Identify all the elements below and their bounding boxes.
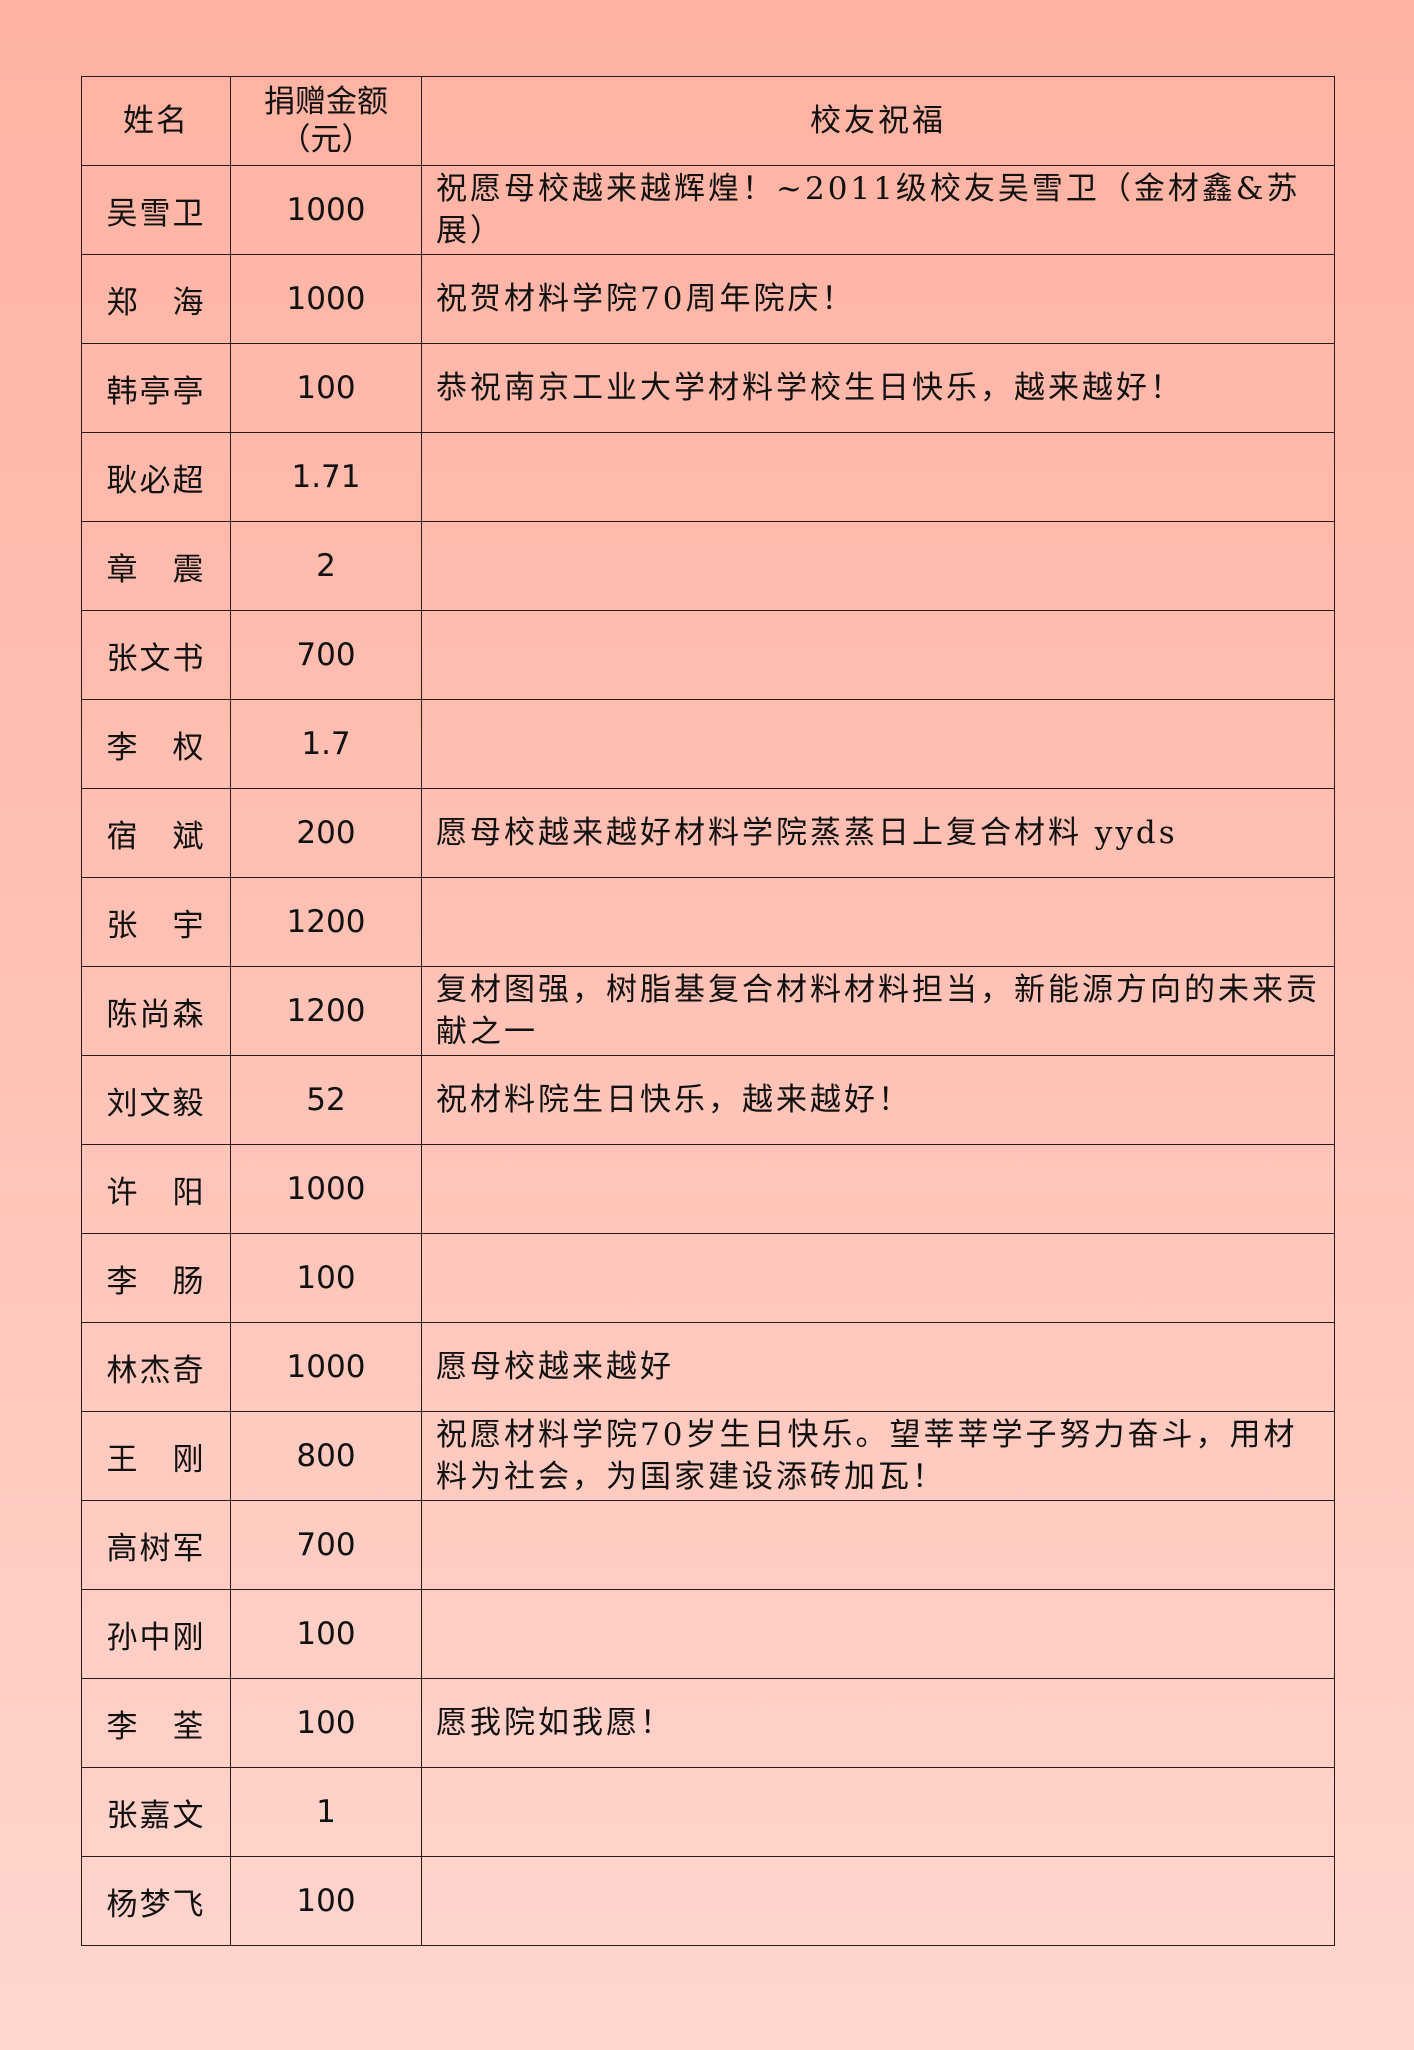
table-row: 张文书 700 [81, 610, 1335, 700]
donation-amount: 100 [230, 1678, 422, 1768]
alumni-blessing [421, 1144, 1335, 1234]
alumni-blessing [421, 521, 1335, 611]
alumni-blessing [421, 699, 1335, 789]
donor-name: 李 荃 [81, 1678, 231, 1768]
table-row: 张嘉文 1 [81, 1767, 1335, 1857]
alumni-blessing: 复材图强，树脂基复合材料材料担当，新能源方向的未来贡献之一 [421, 966, 1335, 1056]
donor-name: 李 肠 [81, 1233, 231, 1323]
donor-name: 李 权 [81, 699, 231, 789]
table-row: 宿 斌 200 愿母校越来越好材料学院蒸蒸日上复合材料 yyds [81, 788, 1335, 878]
table-row: 李 肠 100 [81, 1233, 1335, 1323]
alumni-blessing: 祝材料院生日快乐，越来越好！ [421, 1055, 1335, 1145]
donation-amount: 1000 [230, 1322, 422, 1412]
alumni-blessing [421, 877, 1335, 967]
donation-amount: 200 [230, 788, 422, 878]
donation-amount: 1.71 [230, 432, 422, 522]
donation-amount: 700 [230, 1500, 422, 1590]
alumni-blessing [421, 1856, 1335, 1946]
alumni-blessing [421, 1767, 1335, 1857]
donor-name: 张文书 [81, 610, 231, 700]
table-row: 韩亭亭 100 恭祝南京工业大学材料学校生日快乐，越来越好！ [81, 343, 1335, 433]
table-header-row: 姓名 捐赠金额（元） 校友祝福 [81, 76, 1335, 166]
donation-amount: 100 [230, 1233, 422, 1323]
table-row: 王 刚 800 祝愿材料学院70岁生日快乐。望莘莘学子努力奋斗，用材料为社会，为国家… [81, 1411, 1335, 1501]
donation-amount: 100 [230, 343, 422, 433]
alumni-blessing: 愿我院如我愿！ [421, 1678, 1335, 1768]
alumni-blessing: 祝贺材料学院70周年院庆！ [421, 254, 1335, 344]
donor-name: 宿 斌 [81, 788, 231, 878]
donor-name: 许 阳 [81, 1144, 231, 1234]
table-row: 林杰奇 1000 愿母校越来越好 [81, 1322, 1335, 1412]
donor-name: 刘文毅 [81, 1055, 231, 1145]
donation-amount: 100 [230, 1856, 422, 1946]
donation-amount: 52 [230, 1055, 422, 1145]
table-row: 吴雪卫 1000 祝愿母校越来越辉煌！~2011级校友吴雪卫（金材鑫&苏展） [81, 165, 1335, 255]
donation-amount: 100 [230, 1589, 422, 1679]
table-row: 郑 海 1000 祝贺材料学院70周年院庆！ [81, 254, 1335, 344]
table-row: 张 宇 1200 [81, 877, 1335, 967]
alumni-blessing [421, 1589, 1335, 1679]
table-row: 高树军 700 [81, 1500, 1335, 1590]
donation-amount: 1000 [230, 165, 422, 255]
donor-name: 郑 海 [81, 254, 231, 344]
table-row: 刘文毅 52 祝材料院生日快乐，越来越好！ [81, 1055, 1335, 1145]
donation-amount: 1200 [230, 966, 422, 1056]
alumni-blessing: 愿母校越来越好材料学院蒸蒸日上复合材料 yyds [421, 788, 1335, 878]
donor-name: 张嘉文 [81, 1767, 231, 1857]
alumni-blessing: 恭祝南京工业大学材料学校生日快乐，越来越好！ [421, 343, 1335, 433]
donor-name: 韩亭亭 [81, 343, 231, 433]
alumni-blessing [421, 610, 1335, 700]
table-row: 杨梦飞 100 [81, 1856, 1335, 1946]
donation-amount: 1.7 [230, 699, 422, 789]
alumni-blessing: 祝愿母校越来越辉煌！~2011级校友吴雪卫（金材鑫&苏展） [421, 165, 1335, 255]
header-name: 姓名 [81, 76, 231, 166]
donor-name: 张 宇 [81, 877, 231, 967]
alumni-blessing: 愿母校越来越好 [421, 1322, 1335, 1412]
donation-table: 姓名 捐赠金额（元） 校友祝福 吴雪卫 1000 祝愿母校越来越辉煌！~2011级校… [81, 76, 1335, 1946]
donation-amount: 1 [230, 1767, 422, 1857]
table-row: 耿必超 1.71 [81, 432, 1335, 522]
table-row: 许 阳 1000 [81, 1144, 1335, 1234]
donation-amount: 800 [230, 1411, 422, 1501]
alumni-blessing: 祝愿材料学院70岁生日快乐。望莘莘学子努力奋斗，用材料为社会，为国家建设添砖加瓦… [421, 1411, 1335, 1501]
alumni-blessing [421, 1500, 1335, 1590]
table-row: 孙中刚 100 [81, 1589, 1335, 1679]
donor-name: 杨梦飞 [81, 1856, 231, 1946]
table-row: 李 荃 100 愿我院如我愿！ [81, 1678, 1335, 1768]
donation-amount: 2 [230, 521, 422, 611]
alumni-blessing [421, 1233, 1335, 1323]
donor-name: 孙中刚 [81, 1589, 231, 1679]
table-row: 李 权 1.7 [81, 699, 1335, 789]
donation-amount: 700 [230, 610, 422, 700]
donor-name: 高树军 [81, 1500, 231, 1590]
header-amount: 捐赠金额（元） [230, 76, 422, 166]
header-blessing: 校友祝福 [421, 76, 1335, 166]
donor-name: 陈尚森 [81, 966, 231, 1056]
donation-amount: 1200 [230, 877, 422, 967]
donor-name: 王 刚 [81, 1411, 231, 1501]
donor-name: 林杰奇 [81, 1322, 231, 1412]
donor-name: 耿必超 [81, 432, 231, 522]
donor-name: 章 震 [81, 521, 231, 611]
table-row: 陈尚森 1200 复材图强，树脂基复合材料材料担当，新能源方向的未来贡献之一 [81, 966, 1335, 1056]
donation-amount: 1000 [230, 254, 422, 344]
alumni-blessing [421, 432, 1335, 522]
donation-amount: 1000 [230, 1144, 422, 1234]
donor-name: 吴雪卫 [81, 165, 231, 255]
